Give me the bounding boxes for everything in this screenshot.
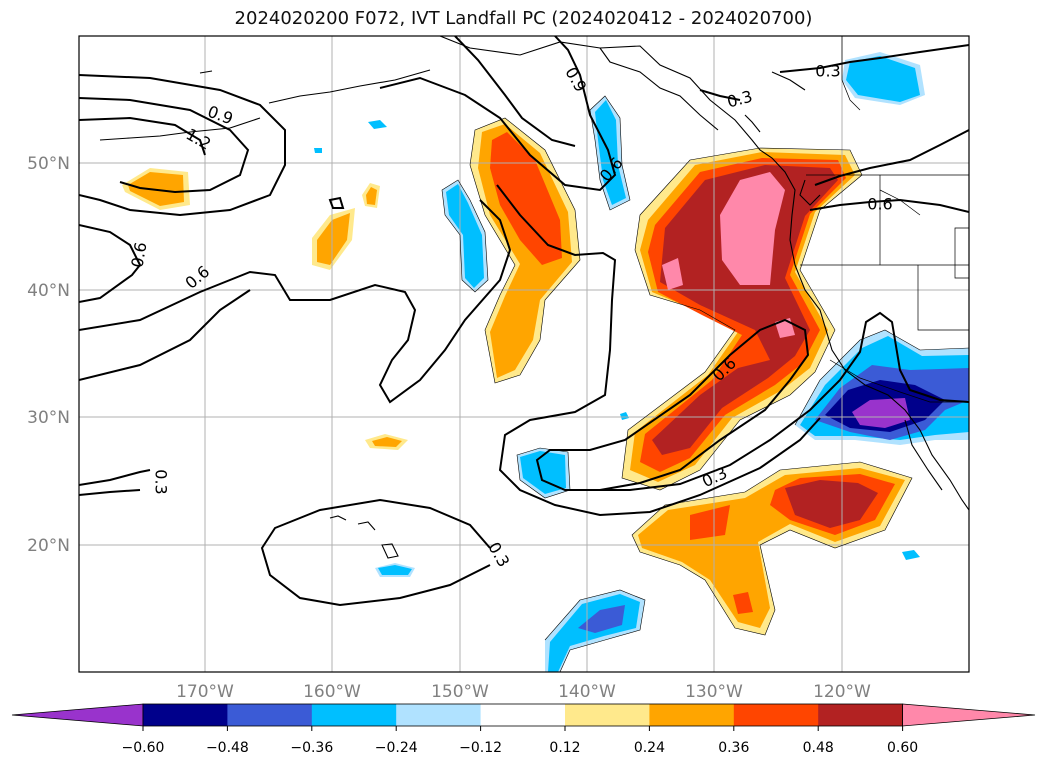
colorbar-bin — [649, 704, 735, 726]
negative-region — [902, 550, 920, 560]
colorbar-tick-label: 0.60 — [887, 740, 918, 756]
positive-region — [366, 187, 377, 205]
shaded-field — [122, 52, 969, 672]
positive-region-strong — [490, 132, 562, 265]
colorbar-extend-min — [11, 703, 144, 727]
coastlines — [99, 36, 969, 559]
positive-region-max — [652, 165, 838, 455]
colorbar-tick-label: 0.12 — [549, 740, 580, 756]
latitude-label: 40°N — [27, 281, 70, 301]
colorbar-bin — [143, 704, 228, 726]
latitude-label: 20°N — [27, 536, 70, 556]
colorbar-outline — [142, 703, 903, 727]
contour-label: 0.6 — [127, 241, 150, 269]
positive-region-max — [785, 480, 878, 528]
colorbar-tick-label: 0.48 — [803, 740, 834, 756]
colorbar-tick-label: −0.36 — [290, 740, 333, 756]
colorbar-tick-label: 0.24 — [634, 740, 665, 756]
positive-region-strong — [733, 592, 753, 614]
latitude-labels: 50°N 40°N 30°N 20°N — [27, 154, 70, 556]
colorbar-bin — [311, 704, 397, 726]
latitude-label: 50°N — [27, 154, 70, 174]
latitude-label: 30°N — [27, 408, 70, 428]
longitude-label: 120°W — [813, 682, 871, 702]
figure-title: 2024020200 F072, IVT Landfall PC (202402… — [234, 8, 813, 29]
colorbar-bin — [396, 704, 482, 726]
positive-region — [372, 437, 402, 447]
positive-region-strong — [690, 505, 730, 540]
colorbar-tick-label: −0.24 — [375, 740, 418, 756]
contour-lines — [79, 36, 969, 607]
colorbar-bin — [818, 704, 904, 726]
map-frame — [78, 35, 970, 673]
colorbar-tick-label: −0.12 — [459, 740, 502, 756]
colorbar-bin — [565, 704, 650, 726]
colorbar-extend-max — [902, 703, 1036, 727]
colorbar-tick-label: −0.48 — [206, 740, 249, 756]
negative-region — [314, 148, 322, 153]
shade-outlines — [441, 95, 969, 672]
contour-label: 0.6 — [867, 195, 892, 214]
contour-label: 0.3 — [815, 62, 840, 81]
longitude-label: 170°W — [176, 682, 234, 702]
colorbar-tick-label: 0.36 — [718, 740, 749, 756]
negative-region — [620, 412, 629, 420]
longitude-label: 130°W — [685, 682, 743, 702]
longitude-label: 150°W — [431, 682, 489, 702]
gridlines — [79, 36, 969, 672]
negative-region-extreme — [852, 398, 910, 428]
longitude-labels: 170°W 160°W 150°W 140°W 130°W 120°W — [176, 682, 871, 702]
negative-region — [368, 120, 387, 129]
colorbar-bin — [227, 704, 313, 726]
positive-region — [317, 213, 350, 265]
contour-labels: 0.91.20.60.60.90.60.30.30.60.60.30.30.3 — [127, 62, 892, 571]
contour-label: 0.3 — [152, 469, 171, 494]
longitude-label: 140°W — [558, 682, 616, 702]
colorbar-bin — [480, 704, 566, 726]
positive-region-extreme — [662, 258, 683, 290]
negative-region — [595, 100, 626, 205]
negative-region — [446, 184, 484, 288]
positive-region-extreme — [720, 172, 785, 285]
longitude-label: 160°W — [303, 682, 361, 702]
negative-region — [520, 451, 566, 494]
negative-region — [846, 56, 920, 102]
colorbar-bin — [733, 704, 819, 726]
negative-region-strong — [578, 605, 625, 633]
colorbar: −0.60 −0.48 −0.36 −0.24 −0.12 0.12 0.24 0.36 0.4… — [11, 703, 1036, 756]
colorbar-tick-label: −0.60 — [122, 740, 165, 756]
negative-region — [378, 565, 412, 575]
